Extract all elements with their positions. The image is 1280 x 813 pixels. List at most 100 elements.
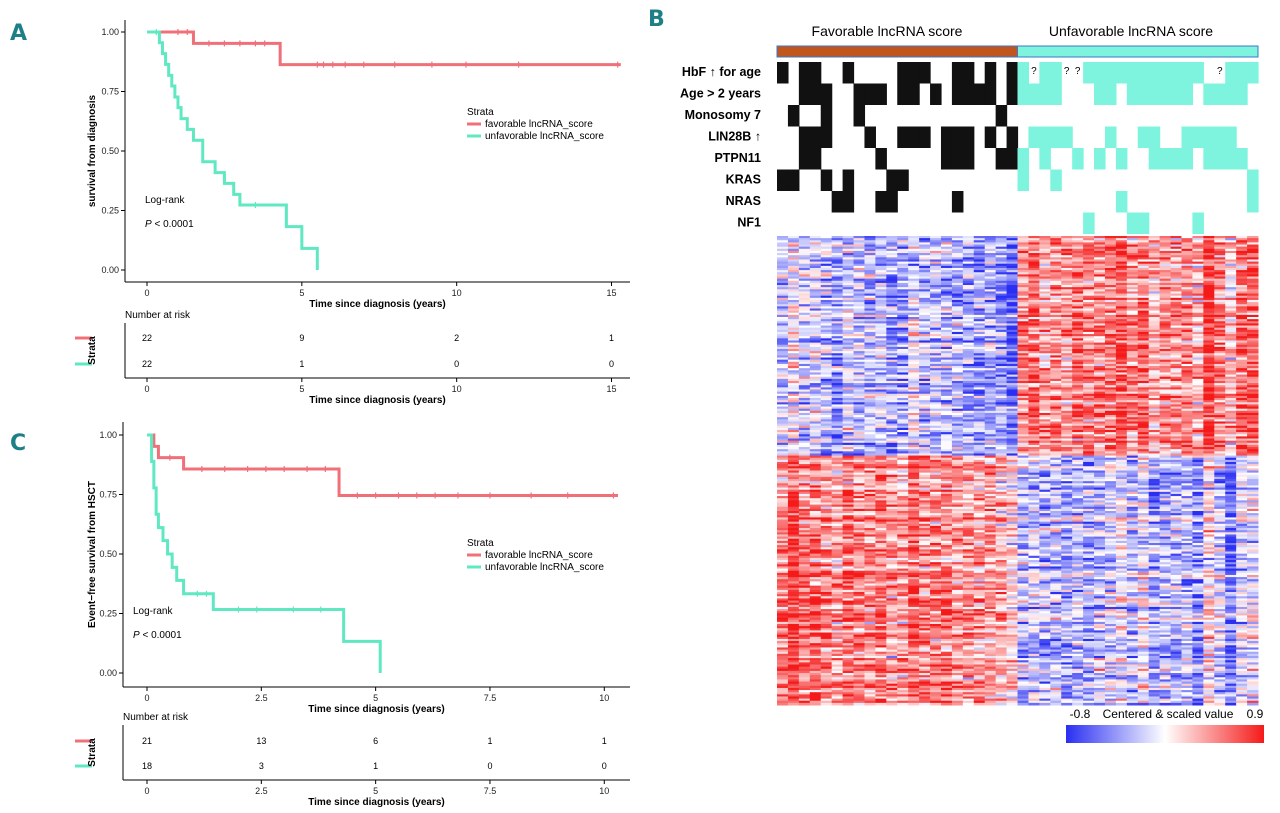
heatmap-cell — [1050, 276, 1062, 280]
heatmap-cell — [919, 447, 931, 450]
heatmap-cell — [919, 363, 931, 367]
heatmap-cell — [1028, 406, 1040, 410]
heatmap-cell — [1104, 244, 1117, 248]
heatmap-cell — [1225, 408, 1237, 412]
heatmap-cell — [897, 297, 909, 301]
heatmap-cell — [1203, 295, 1215, 299]
heatmap-cell — [1006, 359, 1018, 363]
heatmap-cell — [1094, 393, 1106, 397]
heatmap-cell — [1017, 429, 1029, 433]
heatmap-cell — [1006, 255, 1018, 258]
heatmap-cell — [864, 329, 876, 333]
heatmap-cell — [853, 353, 865, 356]
heatmap-cell — [864, 363, 876, 367]
heatmap-cell — [897, 421, 909, 425]
heatmap-cell — [1028, 334, 1040, 337]
heatmap-cell — [1028, 325, 1040, 329]
heatmap-cell — [831, 421, 844, 425]
heatmap-cell — [875, 376, 887, 380]
heatmap-cell — [951, 453, 964, 457]
heatmap-cell — [1214, 436, 1226, 440]
heatmap-cell — [908, 412, 920, 416]
heatmap-cell — [919, 280, 931, 284]
heatmap-cell — [908, 319, 920, 322]
annotation-cell — [1039, 62, 1051, 84]
heatmap-cell — [995, 253, 1008, 256]
heatmap-cell — [919, 291, 931, 295]
heatmap-cell — [1126, 423, 1139, 427]
heatmap-cell — [1050, 331, 1062, 335]
survival-curve-unfavorable — [147, 433, 382, 673]
heatmap-cell — [1115, 429, 1128, 433]
heatmap-cell — [962, 348, 975, 352]
heatmap-cell — [1072, 391, 1084, 395]
heatmap-cell — [1115, 274, 1128, 278]
heatmap-cell — [798, 259, 811, 263]
heatmap-cell — [798, 429, 811, 433]
heatmap-cell — [1061, 425, 1073, 429]
heatmap-cell — [809, 317, 822, 320]
heatmap-cell — [984, 400, 997, 403]
heatmap-cell — [864, 325, 876, 329]
heatmap-cell — [1170, 353, 1182, 356]
heatmap-cell — [995, 429, 1008, 433]
heatmap-cell — [831, 361, 844, 365]
heatmap-cell — [973, 312, 986, 316]
heatmap-cell — [1192, 270, 1204, 273]
heatmap-cell — [853, 285, 865, 288]
heatmap-cell — [1192, 415, 1204, 418]
risk-x-tick-label: 0 — [144, 786, 149, 796]
heatmap-cell — [1247, 293, 1259, 297]
heatmap-cell — [1050, 257, 1062, 260]
annotation-cell — [820, 105, 833, 127]
heatmap-cell — [1159, 368, 1172, 371]
heatmap-cell — [984, 342, 997, 346]
heatmap-cell — [1159, 280, 1172, 284]
heatmap-cell — [1203, 289, 1215, 292]
heatmap-cell — [1072, 453, 1084, 457]
heatmap-cell — [1061, 415, 1073, 418]
heatmap-cell — [1225, 236, 1237, 239]
heatmap-cell — [853, 398, 865, 401]
heatmap-cell — [1006, 402, 1018, 405]
heatmap-cell — [1214, 267, 1226, 271]
heatmap-cell — [1247, 272, 1259, 275]
heatmap-cell — [951, 240, 964, 243]
heatmap-cell — [951, 357, 964, 361]
heatmap-cell — [1115, 419, 1128, 422]
heatmap-cell — [1115, 331, 1128, 335]
heatmap-cell — [1236, 348, 1248, 352]
heatmap-cell — [1192, 257, 1204, 260]
heatmap-cell — [1148, 432, 1161, 435]
x-tick-label: 10 — [599, 693, 609, 703]
heatmap-cell — [820, 434, 833, 437]
heatmap-cell — [875, 353, 887, 356]
heatmap-cell — [820, 368, 833, 371]
heatmap-cell — [973, 385, 986, 388]
heatmap-cell — [842, 444, 855, 448]
heatmap-cell — [1061, 270, 1073, 273]
heatmap-cell — [1017, 442, 1029, 446]
heatmap-cell — [1061, 340, 1073, 344]
heatmap-cell — [1170, 400, 1182, 403]
heatmap-cell — [1137, 246, 1150, 250]
heatmap-cell — [1159, 359, 1172, 363]
heatmap-cell — [897, 449, 909, 452]
heatmap-cell — [1148, 282, 1161, 286]
heatmap-cell — [984, 265, 997, 269]
heatmap-cell — [1006, 270, 1018, 273]
heatmap-cell — [1236, 419, 1248, 422]
heatmap-cell — [940, 236, 953, 239]
heatmap-cell — [951, 278, 964, 282]
heatmap-cell — [1170, 329, 1182, 333]
heatmap-cell — [1083, 302, 1095, 305]
heatmap-cell — [1214, 391, 1226, 395]
heatmap-cell — [1192, 419, 1204, 422]
heatmap-cell — [1050, 449, 1062, 452]
heatmap-cell — [897, 346, 909, 350]
heatmap-cell — [1192, 289, 1204, 292]
heatmap-cell — [908, 308, 920, 312]
heatmap-cell — [940, 451, 953, 454]
heatmap-cell — [897, 308, 909, 312]
heatmap-cell — [1170, 366, 1182, 369]
